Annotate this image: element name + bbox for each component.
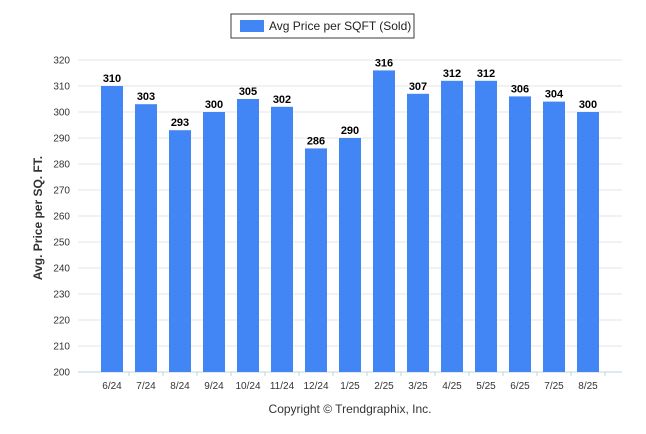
legend: Avg Price per SQFT (Sold) <box>230 13 415 39</box>
bar-value-label: 310 <box>103 73 121 85</box>
x-tick-label: 7/24 <box>136 381 156 392</box>
y-tick-label: 270 <box>53 186 70 197</box>
bar <box>135 104 157 372</box>
x-tick-label: 2/25 <box>374 381 394 392</box>
y-axis-title: Avg. Price per SQ. FT. <box>31 156 45 280</box>
x-tick-label: 12/24 <box>303 381 328 392</box>
x-tick-label: 7/25 <box>544 381 564 392</box>
x-tick-label: 3/25 <box>408 381 428 392</box>
y-tick-label: 250 <box>53 238 70 249</box>
bar-value-label: 307 <box>409 81 427 93</box>
bar <box>101 86 123 372</box>
y-tick-label: 260 <box>53 212 70 223</box>
bar-value-label: 286 <box>307 135 325 147</box>
y-tick-label: 220 <box>53 316 70 327</box>
bar <box>475 80 497 373</box>
x-tick-label: 9/24 <box>204 381 224 392</box>
bar <box>305 148 327 372</box>
value-labels: 310 303 293 300 305 302 286 290 316 307 312 312 306 3… <box>103 57 597 147</box>
bar-value-label: 303 <box>137 91 155 103</box>
bar <box>203 112 225 372</box>
x-tick-label: 5/25 <box>476 381 496 392</box>
x-tick-label: 11/24 <box>270 381 295 392</box>
bar-value-label: 306 <box>511 83 529 95</box>
bar <box>169 130 191 372</box>
bar <box>237 99 259 372</box>
y-tick-label: 200 <box>53 368 70 379</box>
bar <box>543 101 565 372</box>
x-tick-label: 4/25 <box>442 381 462 392</box>
copyright-footer: Copyright © Trendgraphix, Inc. <box>269 402 432 416</box>
y-tick-label: 300 <box>53 108 70 119</box>
x-tick-label: 1/25 <box>340 381 360 392</box>
bar-value-label: 290 <box>341 125 359 137</box>
bars <box>101 70 599 373</box>
legend-label: Avg Price per SQFT (Sold) <box>269 19 411 33</box>
y-tick-label: 230 <box>53 290 70 301</box>
x-tick-label: 8/25 <box>578 381 598 392</box>
x-axis-ticks: 6/24 7/24 8/24 9/24 10/24 11/24 12/24 1/25 2/25 3… <box>102 372 606 392</box>
y-tick-label: 320 <box>53 56 70 67</box>
legend-swatch <box>240 20 264 32</box>
bar <box>407 93 429 373</box>
y-tick-label: 290 <box>53 134 70 145</box>
x-tick-label: 8/24 <box>170 381 190 392</box>
bar-value-label: 312 <box>477 68 495 80</box>
bar-value-label: 304 <box>545 89 564 101</box>
y-tick-label: 240 <box>53 264 70 275</box>
y-tick-label: 310 <box>53 82 70 93</box>
bar <box>339 138 361 372</box>
bar <box>441 80 463 373</box>
bar-value-label: 293 <box>171 117 189 129</box>
x-tick-label: 6/24 <box>102 381 122 392</box>
bar-value-label: 312 <box>443 68 461 80</box>
x-tick-label: 6/25 <box>510 381 530 392</box>
bar-value-label: 300 <box>579 99 597 111</box>
bar-value-label: 305 <box>239 86 257 98</box>
x-tick-label: 10/24 <box>235 381 260 392</box>
bar <box>509 96 531 373</box>
y-tick-label: 210 <box>53 342 70 353</box>
bar-value-label: 316 <box>375 57 393 69</box>
bar-value-label: 300 <box>205 99 223 111</box>
bar-value-label: 302 <box>273 94 291 106</box>
bar <box>577 112 599 372</box>
y-axis-ticks: 200 210 220 230 240 250 260 270 280 290 300 310 320 <box>53 56 70 379</box>
bar <box>271 106 293 373</box>
bar <box>373 70 395 373</box>
y-tick-label: 280 <box>53 160 70 171</box>
